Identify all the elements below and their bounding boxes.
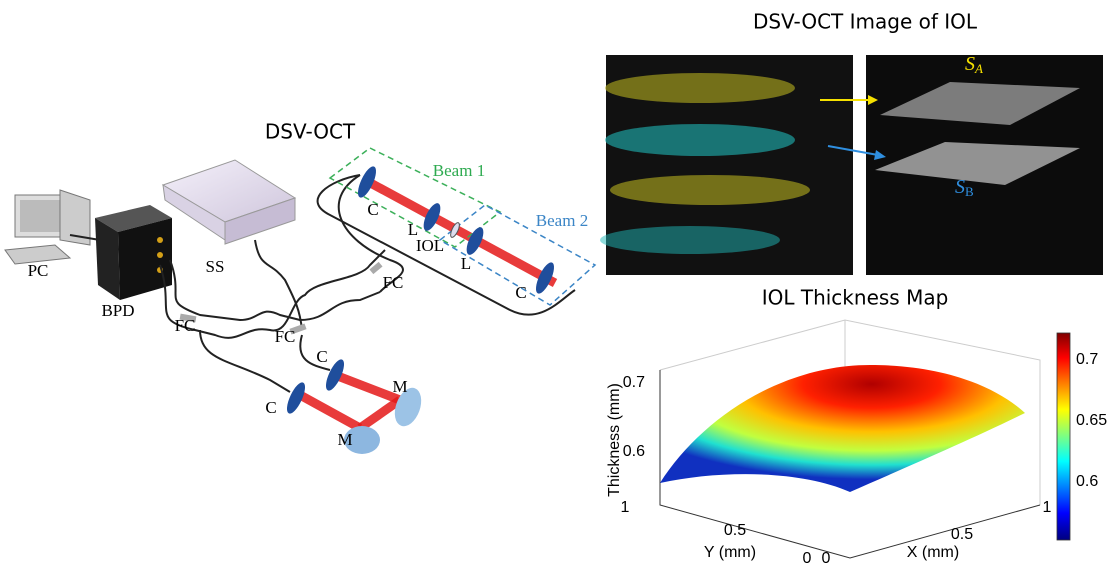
colorbar	[1057, 333, 1070, 540]
y-tick-label: 1	[621, 499, 630, 516]
z-tick-label: 0.7	[623, 374, 645, 391]
colorbar-tick-label: 0.65	[1076, 412, 1107, 429]
label: C	[515, 283, 526, 302]
map-title: IOL Thickness Map	[762, 286, 949, 310]
label: C	[367, 200, 378, 219]
setup-labels: PC BPD SS FC FC FC C L IOL L C C C M M B…	[28, 161, 589, 449]
x-tick-label: 1	[1043, 499, 1052, 516]
x-tick-label: 0.5	[951, 526, 973, 543]
oct-image: DSV-OCT Image of IOL SA SB	[600, 10, 1103, 276]
oct-title: DSV-OCT Image of IOL	[753, 10, 978, 34]
label: FC	[383, 273, 404, 292]
thickness-map: IOL Thickness Map 0.7 0.6 Thickness (mm)…	[606, 286, 1107, 566]
label: Beam 1	[433, 161, 485, 180]
label: M	[392, 377, 407, 396]
colorbar-tick-label: 0.7	[1076, 351, 1098, 368]
figure: DSV-OCT PC B	[0, 0, 1112, 566]
bpd-icon	[95, 205, 172, 300]
ss-icon	[163, 160, 295, 244]
label: SS	[206, 257, 225, 276]
label: FC	[275, 327, 296, 346]
z-axis-label: Thickness (mm)	[606, 383, 623, 497]
label: BPD	[101, 301, 134, 320]
label: IOL	[416, 236, 444, 255]
label: C	[265, 398, 276, 417]
label: FC	[175, 316, 196, 335]
label: C	[316, 347, 327, 366]
x-tick-label: 0	[822, 550, 831, 566]
pc-icon	[5, 190, 100, 264]
y-tick-label: 0	[803, 550, 812, 566]
y-axis-label: Y (mm)	[704, 544, 756, 561]
label: M	[337, 430, 352, 449]
colorbar-tick-label: 0.6	[1076, 473, 1098, 490]
label: Beam 2	[536, 211, 588, 230]
setup-title: DSV-OCT	[265, 120, 356, 144]
label: L	[461, 254, 471, 273]
setup-diagram: DSV-OCT PC B	[5, 120, 598, 455]
y-tick-label: 0.5	[724, 522, 746, 539]
z-tick-label: 0.6	[623, 443, 645, 460]
label: PC	[28, 261, 49, 280]
x-axis-label: X (mm)	[907, 544, 959, 561]
